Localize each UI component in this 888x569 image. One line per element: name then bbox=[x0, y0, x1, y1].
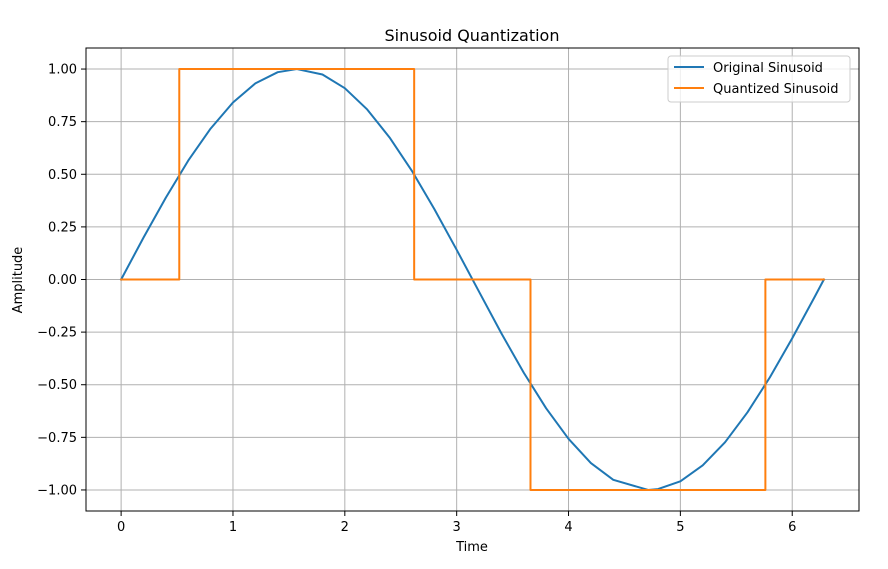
x-tick-label: 3 bbox=[453, 520, 461, 535]
legend-label-original: Original Sinusoid bbox=[713, 61, 823, 76]
y-tick-label: 0.75 bbox=[48, 115, 77, 130]
y-tick-label: 1.00 bbox=[48, 63, 77, 78]
legend: Original Sinusoid Quantized Sinusoid bbox=[667, 55, 851, 103]
x-tick-label: 2 bbox=[341, 520, 349, 535]
grid-lines bbox=[86, 48, 859, 511]
chart-title: Sinusoid Quantization bbox=[385, 26, 560, 45]
x-tick-label: 6 bbox=[788, 520, 796, 535]
series-lines bbox=[119, 68, 826, 491]
y-tick-label: −1.00 bbox=[37, 483, 77, 498]
x-axis-label: Time bbox=[455, 540, 488, 555]
legend-label-quantized: Quantized Sinusoid bbox=[713, 82, 839, 97]
series-line-quantized-sinusoid bbox=[120, 68, 825, 491]
y-tick-label: 0.25 bbox=[48, 220, 77, 235]
y-tick-label: −0.25 bbox=[37, 326, 77, 341]
x-tick-label: 1 bbox=[229, 520, 237, 535]
x-tick-label: 0 bbox=[117, 520, 125, 535]
series-line-original-sinusoid bbox=[119, 68, 826, 491]
y-tick-label: −0.50 bbox=[37, 378, 77, 393]
legend-box bbox=[667, 55, 851, 103]
y-axis-label: Amplitude bbox=[11, 247, 26, 314]
y-tick-label: 0.00 bbox=[48, 273, 77, 288]
x-tick-label: 4 bbox=[564, 520, 572, 535]
y-axis-ticks: 1.00 0.75 0.50 0.25 0.00 −0.25 −0.50 −0.75 −1.00 bbox=[37, 63, 86, 498]
y-tick-label: −0.75 bbox=[37, 431, 77, 446]
x-tick-label: 5 bbox=[676, 520, 684, 535]
x-axis-ticks: 0 1 2 3 4 5 6 bbox=[117, 511, 796, 535]
y-tick-label: 0.50 bbox=[48, 168, 77, 183]
